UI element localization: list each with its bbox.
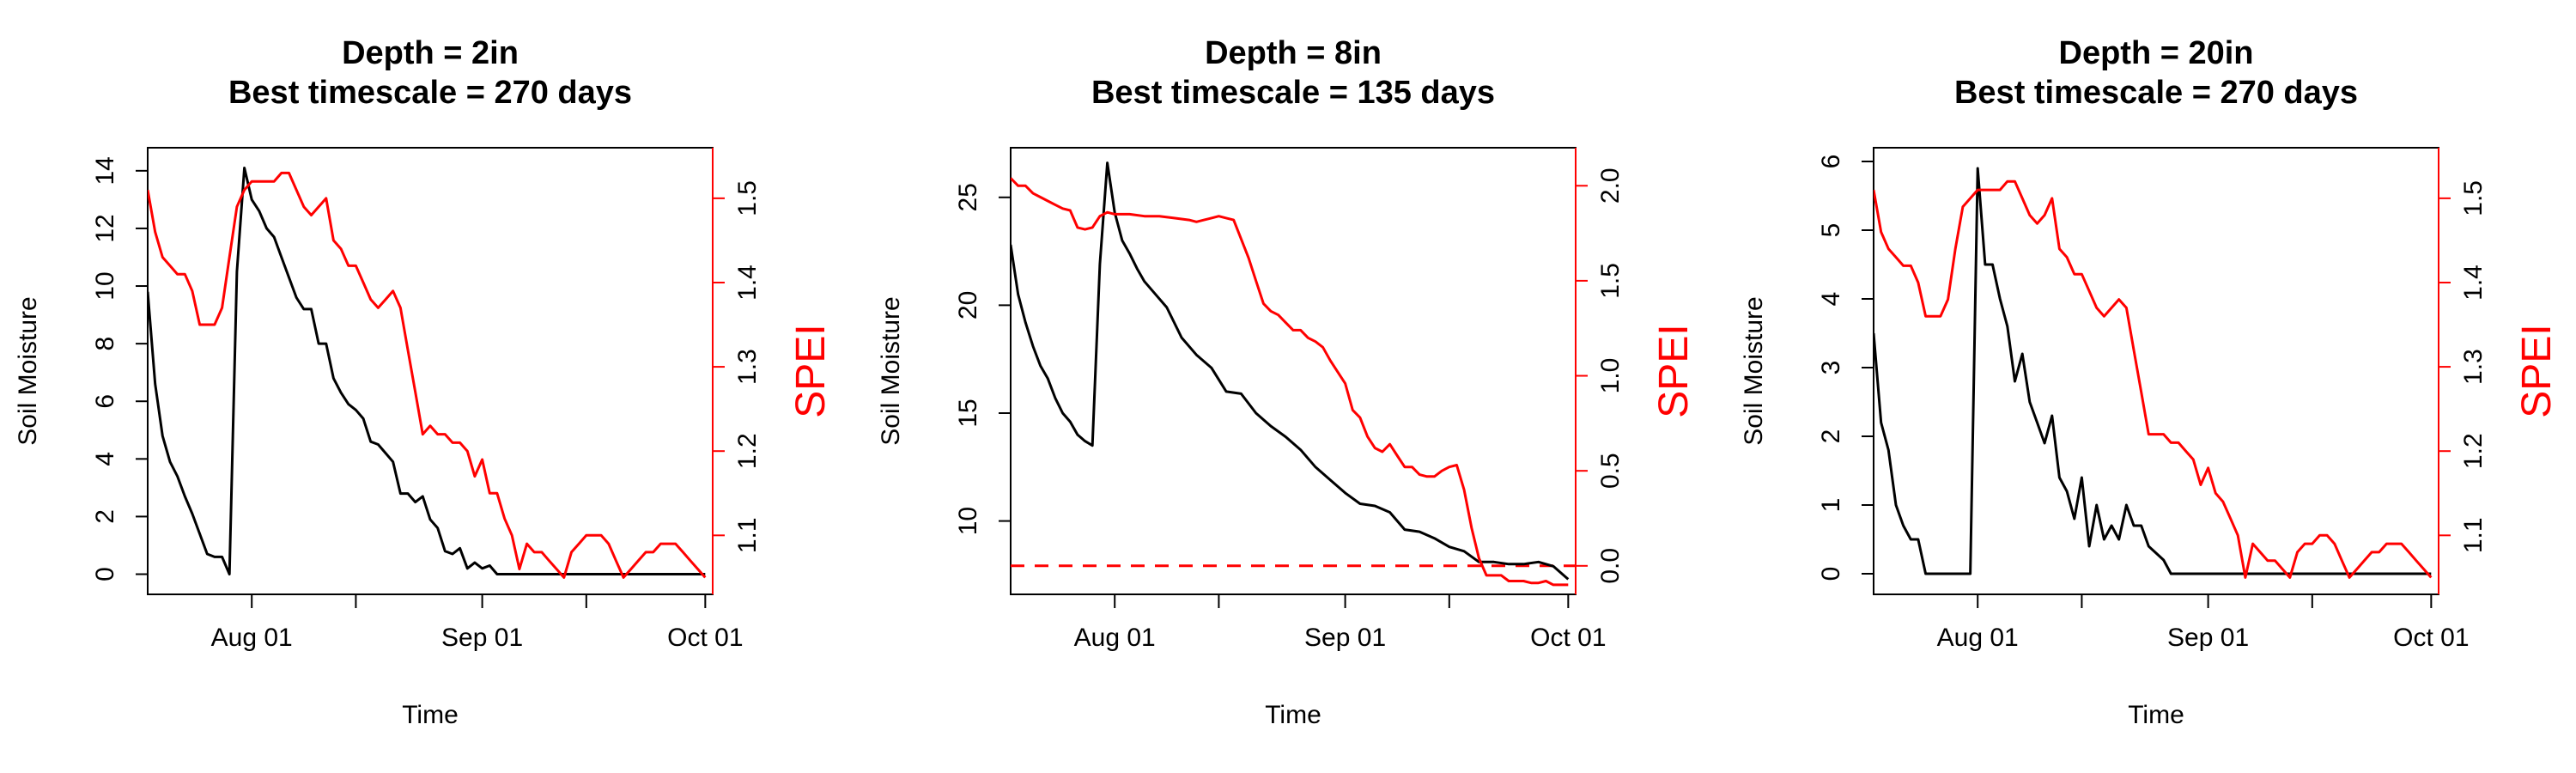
x-tick-label: Sep 01 <box>2167 624 2249 652</box>
chart-title: Depth = 20in <box>2059 35 2254 71</box>
y2-axis-label: SPEI <box>1651 324 1697 417</box>
x-axis-label: Time <box>1265 701 1321 729</box>
chart-subtitle: Best timescale = 270 days <box>228 75 632 111</box>
y-tick-label: 5 <box>1817 223 1845 238</box>
y-tick-label: 10 <box>91 271 119 300</box>
y2-tick-label: 1.1 <box>733 517 762 553</box>
plot-frame <box>1873 147 2439 595</box>
spei-series-line <box>148 171 707 579</box>
y-tick-label: 2 <box>91 509 119 524</box>
chart-panel-1: Depth = 2in Best timescale = 270 days 0 2 4 6… <box>14 35 834 729</box>
chart-subtitle: Best timescale = 135 days <box>1091 75 1495 111</box>
spei-series-line <box>1874 180 2433 579</box>
y2-tick-label: 1.4 <box>2459 265 2488 301</box>
y-tick-label: 0 <box>91 567 119 581</box>
y2-tick-label: 1.0 <box>1596 358 1625 394</box>
y-tick-label: 1 <box>1817 498 1845 513</box>
soil-moisture-series-line <box>1011 161 1570 581</box>
y2-tick-label: 1.5 <box>2459 180 2488 216</box>
chart-subtitle: Best timescale = 270 days <box>1954 75 2358 111</box>
x-tick-label: Aug 01 <box>211 624 293 652</box>
y-tick-label: 8 <box>91 337 119 351</box>
y-tick-label: 6 <box>1817 155 1845 169</box>
chart-title: Depth = 2in <box>342 35 519 71</box>
y2-tick-label: 1.5 <box>1596 263 1625 299</box>
x-axis-label: Time <box>2128 701 2184 729</box>
x-tick-label: Oct 01 <box>667 624 743 652</box>
y-tick-label: 15 <box>954 399 982 427</box>
x-tick-label: Oct 01 <box>1530 624 1606 652</box>
y-tick-label: 12 <box>91 214 119 242</box>
x-axis-label: Time <box>402 701 459 729</box>
chart-title: Depth = 8in <box>1205 35 1382 71</box>
chart-panel-2: Depth = 8in Best timescale = 135 days 10 15… <box>877 35 1697 729</box>
y2-tick-label: 1.3 <box>733 349 762 385</box>
y-axis-label: Soil Moisture <box>1740 296 1768 445</box>
y-tick-label: 25 <box>954 183 982 211</box>
x-tick-label: Sep 01 <box>441 624 523 652</box>
y2-tick-label: 1.2 <box>2459 433 2488 469</box>
y-tick-label: 3 <box>1817 361 1845 375</box>
y-axis-label: Soil Moisture <box>877 296 905 445</box>
y2-tick-label: 1.1 <box>2459 517 2488 553</box>
y-tick-label: 6 <box>91 394 119 409</box>
y2-tick-label: 1.4 <box>733 265 762 301</box>
y2-tick-label: 1.2 <box>733 433 762 469</box>
chart-panel-3: Depth = 20in Best timescale = 270 days 0 1 2… <box>1740 35 2560 729</box>
x-tick-label: Aug 01 <box>1937 624 2019 652</box>
x-tick-label: Oct 01 <box>2393 624 2469 652</box>
y-tick-label: 4 <box>91 452 119 466</box>
x-tick-label: Sep 01 <box>1304 624 1386 652</box>
y-tick-label: 4 <box>1817 292 1845 307</box>
soil-moisture-series-line <box>1874 167 2432 575</box>
y-tick-label: 0 <box>1817 567 1845 581</box>
x-tick-label: Aug 01 <box>1074 624 1156 652</box>
y-tick-label: 10 <box>954 507 982 535</box>
plot-frame <box>147 147 714 595</box>
y2-tick-label: 2.0 <box>1596 167 1625 204</box>
y2-axis-label: SPEI <box>2514 324 2560 417</box>
y-tick-label: 14 <box>91 156 119 185</box>
y2-tick-label: 0.0 <box>1596 548 1625 584</box>
y-axis-label: Soil Moisture <box>14 296 42 445</box>
y-tick-label: 20 <box>954 291 982 320</box>
y2-tick-label: 1.3 <box>2459 349 2488 385</box>
spei-series-line <box>1011 177 1569 587</box>
y2-tick-label: 0.5 <box>1596 453 1625 489</box>
y2-tick-label: 1.5 <box>733 180 762 216</box>
y-tick-label: 2 <box>1817 429 1845 444</box>
soil-moisture-series-line <box>148 167 706 575</box>
y2-axis-label: SPEI <box>788 324 834 417</box>
